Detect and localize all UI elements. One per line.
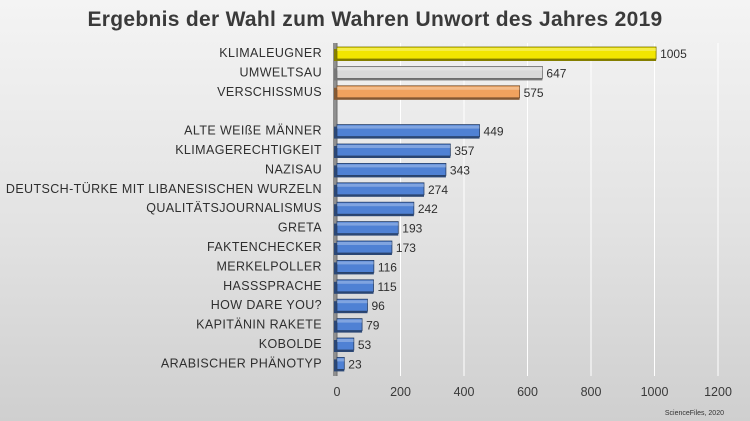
value-label: 115 [378, 280, 397, 294]
chart-title: Ergebnis der Wahl zum Wahren Unwort des … [87, 8, 663, 31]
bar-highlight [337, 358, 345, 362]
bar-highlight [337, 261, 374, 265]
category-label: ARABISCHER PHÄNOTYP [161, 356, 322, 370]
value-label: 79 [366, 319, 380, 333]
value-label: 343 [450, 163, 470, 177]
value-label: 23 [348, 357, 362, 371]
category-label: QUALITÄTSJOURNALISMUS [146, 201, 322, 215]
bar [336, 337, 355, 351]
bar-highlight [337, 339, 354, 342]
bar [336, 201, 415, 215]
bar [336, 356, 345, 370]
value-label: 96 [371, 299, 385, 313]
bar [336, 124, 480, 137]
category-label: GRETA [278, 221, 322, 235]
value-label: 116 [378, 260, 397, 274]
bar-highlight [337, 164, 446, 168]
bar-highlight [337, 280, 374, 284]
bar-highlight [337, 222, 399, 226]
bar-highlight [337, 183, 424, 187]
bar [336, 182, 425, 196]
category-label: KLIMALEUGNER [219, 46, 322, 60]
value-label: 357 [454, 144, 474, 158]
x-tick-label: 0 [334, 385, 341, 399]
category-label: MERKELPOLLER [216, 259, 322, 273]
x-tick-label: 400 [454, 385, 475, 399]
x-tick-label: 800 [581, 385, 602, 399]
bar-highlight [337, 242, 392, 245]
value-label: 274 [428, 183, 448, 197]
category-label: DEUTSCH-TÜRKE MIT LIBANESISCHEN WURZELN [6, 182, 322, 196]
bar-highlight [337, 145, 451, 148]
category-label: NAZISAU [265, 162, 322, 176]
bar [336, 318, 363, 332]
bar-highlight [337, 48, 657, 51]
value-label: 242 [418, 202, 438, 216]
bar [336, 66, 543, 79]
value-label: 1005 [660, 47, 687, 61]
value-label: 173 [396, 241, 416, 255]
category-label: KOBOLDE [259, 337, 322, 351]
category-label: VERSCHISSMUS [217, 85, 322, 99]
bar [336, 221, 399, 235]
x-axis-ticks: 0 200 400 600 800 1000 1200 [334, 385, 732, 399]
bars [334, 46, 657, 372]
bar [336, 162, 447, 176]
category-label: ALTE WEIßE MÄNNER [184, 124, 322, 138]
value-label: 193 [402, 222, 422, 236]
bar-highlight [337, 319, 363, 323]
x-tick-label: 200 [390, 385, 411, 399]
x-tick-label: 1000 [641, 385, 669, 399]
value-label: 575 [524, 86, 544, 100]
x-tick-label: 1200 [704, 385, 732, 399]
source-note: ScienceFiles, 2020 [664, 410, 724, 417]
bar-highlight [337, 203, 414, 207]
category-label: KLIMAGERECHTIGKEIT [175, 143, 322, 157]
value-label: 449 [484, 125, 504, 139]
bar-highlight [337, 86, 520, 90]
bar [336, 143, 451, 157]
category-label: UMWELTSAU [239, 65, 322, 79]
category-label: HOW DARE YOU? [211, 298, 322, 312]
bar [336, 85, 520, 99]
bar [336, 298, 368, 312]
bar-highlight [337, 67, 543, 71]
category-labels: KLIMALEUGNER UMWELTSAU VERSCHISSMUS ALTE WE… [6, 46, 322, 370]
bar [336, 240, 393, 254]
value-label: 647 [546, 66, 566, 80]
category-label: FAKTENCHECKER [207, 240, 322, 254]
bar-highlight [337, 125, 480, 129]
category-label: KAPITÄNIN RAKETE [196, 318, 322, 332]
bar-highlight [337, 300, 368, 304]
value-label: 53 [358, 338, 372, 352]
bar [336, 279, 374, 293]
category-label: HASSSPRACHE [223, 279, 322, 293]
x-tick-label: 600 [517, 385, 538, 399]
bar [336, 46, 657, 60]
bar [336, 259, 375, 273]
